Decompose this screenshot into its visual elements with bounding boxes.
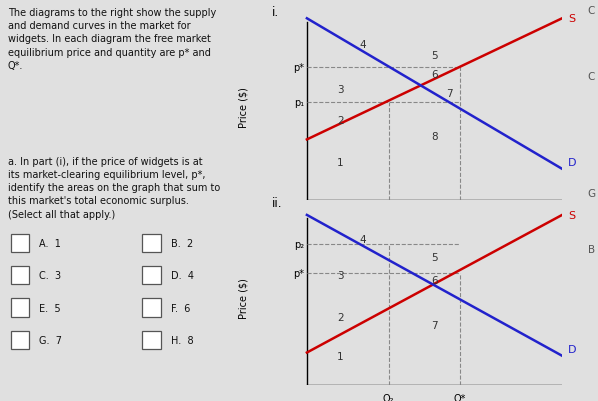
Text: 6: 6 xyxy=(431,275,438,285)
Bar xyxy=(11,299,29,317)
Text: E.  5: E. 5 xyxy=(39,303,61,313)
Text: 5: 5 xyxy=(431,51,438,61)
Text: Q₂: Q₂ xyxy=(383,393,394,401)
Text: 6: 6 xyxy=(431,69,438,79)
Text: Q*: Q* xyxy=(454,209,466,219)
Text: p*: p* xyxy=(293,269,304,279)
Bar xyxy=(142,299,160,317)
Text: 4: 4 xyxy=(360,235,367,245)
Text: 3: 3 xyxy=(337,270,343,280)
Text: C: C xyxy=(588,72,595,82)
Text: 4: 4 xyxy=(360,40,367,50)
Text: 5: 5 xyxy=(431,252,438,262)
Text: S: S xyxy=(568,211,575,221)
Text: Price ($): Price ($) xyxy=(238,87,248,128)
Text: 3: 3 xyxy=(337,85,343,95)
Text: i.: i. xyxy=(272,6,279,19)
Text: p₁: p₁ xyxy=(294,98,304,108)
Text: Quantity: Quantity xyxy=(440,219,482,229)
Text: D: D xyxy=(568,344,576,354)
Text: ii.: ii. xyxy=(272,196,283,209)
Text: p*: p* xyxy=(293,63,304,73)
Text: Price ($): Price ($) xyxy=(238,277,248,318)
Text: B.  2: B. 2 xyxy=(171,239,193,249)
Text: C: C xyxy=(588,6,595,16)
Text: D.  4: D. 4 xyxy=(171,271,194,281)
Bar xyxy=(142,235,160,253)
Text: 7: 7 xyxy=(447,89,453,98)
Text: G.  7: G. 7 xyxy=(39,335,62,345)
Bar xyxy=(142,267,160,285)
Text: 8: 8 xyxy=(431,132,438,142)
Text: 1: 1 xyxy=(337,351,343,361)
Text: The diagrams to the right show the supply
and demand curves in the market for
wi: The diagrams to the right show the suppl… xyxy=(8,8,216,71)
Text: F.  6: F. 6 xyxy=(171,303,190,313)
Text: 2: 2 xyxy=(337,116,343,126)
Text: D: D xyxy=(568,158,576,168)
Text: Q*: Q* xyxy=(454,393,466,401)
Text: a. In part (i), if the price of widgets is at
its market-clearing equilibrium le: a. In part (i), if the price of widgets … xyxy=(8,156,220,219)
Bar xyxy=(11,331,29,349)
Text: Q₁: Q₁ xyxy=(383,209,394,219)
Text: C.  3: C. 3 xyxy=(39,271,62,281)
Bar xyxy=(11,235,29,253)
Text: S: S xyxy=(568,14,575,24)
Text: B: B xyxy=(588,245,595,255)
Text: 1: 1 xyxy=(337,158,343,168)
Text: 7: 7 xyxy=(431,320,438,330)
Text: p₂: p₂ xyxy=(294,239,304,249)
Text: A.  1: A. 1 xyxy=(39,239,62,249)
Text: G: G xyxy=(587,188,595,198)
Bar xyxy=(11,267,29,285)
Text: 2: 2 xyxy=(337,312,343,322)
Text: H.  8: H. 8 xyxy=(171,335,194,345)
Bar xyxy=(142,331,160,349)
